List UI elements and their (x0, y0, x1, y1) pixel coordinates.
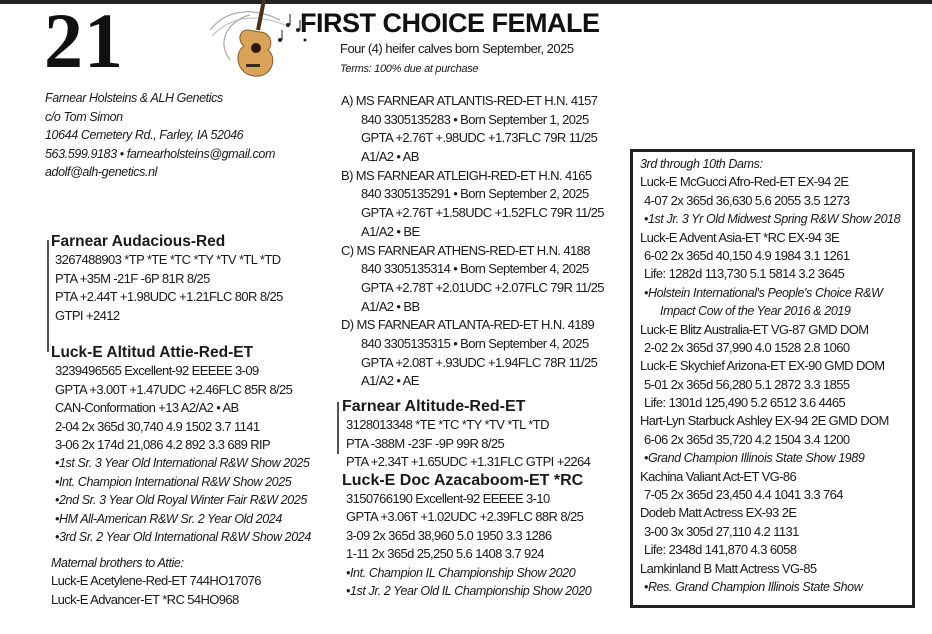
note-line: •Holstein International's People's Choic… (644, 285, 883, 300)
record-line: Luck-E Advent Asia-ET *RC EX-94 3E (640, 229, 840, 245)
note-line: •Int. Champion IL Championship Show 2020 (346, 565, 576, 580)
record-line: PTA +2.34T +1.65UDC +1.31FLC GTPI +2264 (346, 454, 591, 470)
note-line: •HM All-American R&W Sr. 2 Year Old 2024 (55, 511, 282, 526)
record-line: GPTA +3.00T +1.47UDC +2.46FLC 85R 8/25 (55, 381, 293, 397)
record-line: 7-05 2x 365d 23,450 4.4 1041 3.3 764 (644, 487, 843, 503)
note-line: •Grand Champion Illinois State Show 1989 (644, 451, 865, 466)
calf-pedigree: Farnear Altitude-Red-ET 3128013348 *TE *T… (342, 398, 592, 600)
record-line: 840 3305135291 • Born September 2, 2025 (361, 186, 589, 202)
note-line: •1st Jr. 3 Yr Old Midwest Spring R&W Sho… (644, 212, 901, 227)
pedigree-bracket (47, 240, 49, 352)
record-line: 3-06 2x 174d 21,086 4.2 892 3.3 689 RIP (55, 436, 271, 452)
note-line: •2nd Sr. 3 Year Old Royal Winter Fair R&… (55, 493, 307, 508)
guitar-music-notes-image (209, 0, 307, 77)
record-line: GPTA +2.78T +2.01UDC +2.07FLC 79R 11/25 (361, 279, 605, 295)
consignor-line: Farnear Holsteins & ALH Genetics (45, 91, 223, 105)
note-line: 3rd through 10th Dams: (640, 157, 763, 171)
record-line: 2-04 2x 365d 30,740 4.9 1502 3.7 1141 (55, 418, 260, 434)
terms: Terms: 100% due at purchase (340, 63, 479, 75)
consignor-line: 10644 Cemetery Rd., Farley, IA 52046 (45, 128, 244, 142)
animal-name: Farnear Altitude-Red-ET (342, 398, 526, 415)
calf-name: B) MS FARNEAR ATLEIGH-RED-ET H.N. 4165 (341, 167, 592, 183)
consignor-line: c/o Tom Simon (45, 109, 123, 124)
maternal-brothers: Maternal brothers to Attie: Luck-E Acetyl… (51, 554, 261, 609)
note-line: •1st Jr. 2 Year Old IL Championship Show… (346, 583, 592, 598)
record-line: Life: 1282d 113,730 5.1 5814 3.2 3645 (644, 266, 845, 282)
record-line: 3128013348 *TE *TC *TY *TV *TL *TD (346, 417, 549, 433)
consignor-line: adolf@alh-genetics.nl (45, 165, 157, 179)
calf-list: A) MS FARNEAR ATLANTIS-RED-ET H.N. 4157 8… (341, 92, 605, 391)
record-line: PTA +2.44T +1.98UDC +1.21FLC 80R 8/25 (55, 289, 283, 305)
record-line: CAN-Conformation +13 A2/A2 • AB (55, 400, 239, 416)
consignor-line: 563.599.9183 • farnearholsteins@gmail.co… (45, 146, 275, 161)
note-line: •1st Sr. 3 Year Old International R&W Sh… (55, 456, 310, 471)
pedigree-bracket (337, 402, 339, 454)
record-line: Kachina Valiant Act-ET VG-86 (640, 468, 797, 484)
record-line: 4-07 2x 365d 36,630 5.6 2055 3.5 1273 (644, 192, 850, 208)
record-line: 840 3305135315 • Born September 4, 2025 (361, 335, 589, 351)
record-line: Hart-Lyn Starbuck Ashley EX-94 2E GMD DO… (640, 413, 889, 429)
record-line: 3267488903 *TP *TE *TC *TY *TV *TL *TD (55, 252, 281, 268)
calf-name: C) MS FARNEAR ATHENS-RED-ET H.N. 4188 (341, 242, 591, 258)
top-rule (0, 0, 932, 4)
record-line: Luck-E Blitz Australia-ET VG-87 GMD DOM (640, 321, 869, 337)
animal-name: Luck-E Doc Azacaboom-ET *RC (342, 471, 584, 489)
record-line: PTA +35M -21F -6P 81R 8/25 (55, 270, 210, 286)
record-line: 3150766190 Excellent-92 EEEEE 3-10 (346, 490, 550, 506)
record-line: A1/A2 • AB (361, 149, 419, 165)
record-line: Luck-E McGucci Afro-Red-ET EX-94 2E (640, 174, 849, 190)
note-line: •Res. Grand Champion Illinois State Show (644, 579, 863, 594)
record-line: PTA -388M -23F -9P 99R 8/25 (346, 435, 505, 451)
record-line: 3-09 2x 365d 38,960 5.0 1950 3.3 1286 (346, 527, 552, 543)
animal-name: Luck-E Altitud Attie-Red-ET (51, 344, 254, 361)
record-line: Luck-E Acetylene-Red-ET 744HO17076 (51, 573, 261, 589)
record-line: Luck-E Advancer-ET *RC 54HO968 (51, 591, 239, 607)
record-line: Life: 1301d 125,490 5.2 6512 3.6 4465 (644, 395, 846, 411)
record-line: 840 3305135314 • Born September 4, 2025 (361, 261, 589, 277)
dam-info: Luck-E Altitud Attie-Red-ET 3239496565 Ex… (51, 344, 311, 546)
record-line: A1/A2 • AE (361, 373, 419, 389)
sire-info: Farnear Audacious-Red 3267488903 *TP *TE … (51, 233, 283, 325)
note-line: Maternal brothers to Attie: (51, 556, 184, 570)
note-line: •3rd Sr. 2 Year Old International R&W Sh… (55, 529, 311, 544)
lot-number: 21 (44, 0, 124, 84)
record-line: A1/A2 • BB (361, 298, 420, 314)
consignor-info: Farnear Holsteins & ALH Genetics c/o Tom … (45, 89, 275, 182)
record-line: GPTA +2.76T +.98UDC +1.73FLC 79R 11/25 (361, 130, 598, 146)
record-line: Dodeb Matt Actress EX-93 2E (640, 505, 797, 521)
record-line: 3239496565 Excellent-92 EEEEE 3-09 (55, 363, 259, 379)
record-line: GPTA +3.06T +1.02UDC +2.39FLC 88R 8/25 (346, 509, 584, 525)
record-line: 1-11 2x 365d 25,250 5.6 1408 3.7 924 (346, 546, 545, 562)
record-line: Lamkinland B Matt Actress VG-85 (640, 560, 817, 576)
record-line: 5-01 2x 365d 56,280 5.1 2872 3.3 1855 (644, 376, 850, 392)
record-line: 3-00 3x 305d 27,110 4.2 1131 (644, 523, 799, 539)
record-line: Life: 2348d 141,870 4.3 6058 (644, 542, 797, 558)
record-line: GPTA +2.08T +.93UDC +1.94FLC 78R 11/25 (361, 354, 598, 370)
record-line: A1/A2 • BE (361, 223, 420, 239)
record-line: 6-02 2x 365d 40,150 4.9 1984 3.1 1261 (644, 247, 850, 263)
record-line: GTPI +2412 (55, 307, 120, 323)
calf-name: D) MS FARNEAR ATLANTA-RED-ET H.N. 4189 (341, 317, 595, 333)
note-line: •Int. Champion International R&W Show 20… (55, 474, 292, 489)
calf-name: A) MS FARNEAR ATLANTIS-RED-ET H.N. 4157 (341, 93, 598, 108)
animal-name: Farnear Audacious-Red (51, 233, 226, 250)
record-line: 6-06 2x 365d 35,720 4.2 1504 3.4 1200 (644, 431, 850, 447)
record-line: GPTA +2.76T +1.58UDC +1.52FLC 79R 11/25 (361, 205, 605, 221)
record-line: 2-02 2x 365d 37,990 4.0 1528 2.8 1060 (644, 339, 850, 355)
dams-list: 3rd through 10th Dams: Luck-E McGucci Afr… (640, 155, 901, 596)
record-line: Luck-E Skychief Arizona-ET EX-90 GMD DOM (640, 358, 885, 374)
page-title: FIRST CHOICE FEMALE (300, 8, 600, 38)
record-line: 840 3305135283 • Born September 1, 2025 (361, 111, 589, 127)
dams-box: 3rd through 10th Dams: Luck-E McGucci Afr… (630, 149, 915, 608)
subtitle: Four (4) heifer calves born September, 2… (340, 41, 574, 56)
note-line: Impact Cow of the Year 2016 & 2019 (660, 304, 851, 319)
